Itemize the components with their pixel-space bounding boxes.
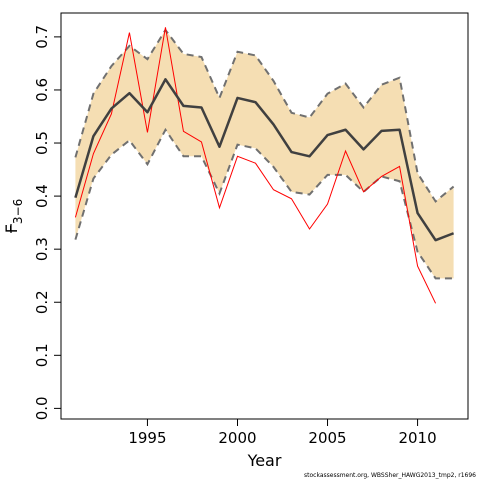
upper-bound-line (74, 28, 455, 203)
retrospective-line (74, 27, 437, 304)
y-tick-label-0.1: 0.1 (33, 343, 51, 367)
x-tick-label-2010: 2010 (398, 429, 436, 447)
confidence-band (75, 29, 454, 279)
y-tick-label-0.2: 0.2 (33, 290, 51, 314)
x-axis: 1995 2000 2005 2010 (128, 419, 437, 447)
y-axis: 0.0 0.1 0.2 0.3 0.4 0.5 0.6 0.7 (33, 25, 61, 420)
lower-bound-line (74, 127, 454, 280)
x-tick-label-2005: 2005 (308, 429, 346, 447)
x-tick-label-2000: 2000 (218, 429, 256, 447)
series-line-layer (74, 27, 455, 304)
y-axis-title: F3−6 (2, 199, 25, 234)
y-tick-label-0.7: 0.7 (33, 25, 51, 49)
svg-text:F3−6: F3−6 (2, 199, 25, 234)
y-tick-label-0.5: 0.5 (33, 131, 51, 155)
y-axis-title-subscript: 3−6 (11, 199, 25, 224)
credit-text: stockassessment.org, WBSSher_HAWG2013_tm… (304, 472, 476, 479)
y-tick-label-0.6: 0.6 (33, 78, 51, 102)
y-tick-label-0.3: 0.3 (33, 237, 51, 261)
x-tick-label-1995: 1995 (128, 429, 166, 447)
y-tick-label-0.4: 0.4 (33, 184, 51, 208)
x-axis-title: Year (247, 451, 282, 470)
estimate-line (74, 78, 455, 242)
y-tick-label-0.0: 0.0 (33, 396, 51, 420)
plot-frame (60, 12, 469, 420)
confidence-band-layer (75, 29, 454, 279)
